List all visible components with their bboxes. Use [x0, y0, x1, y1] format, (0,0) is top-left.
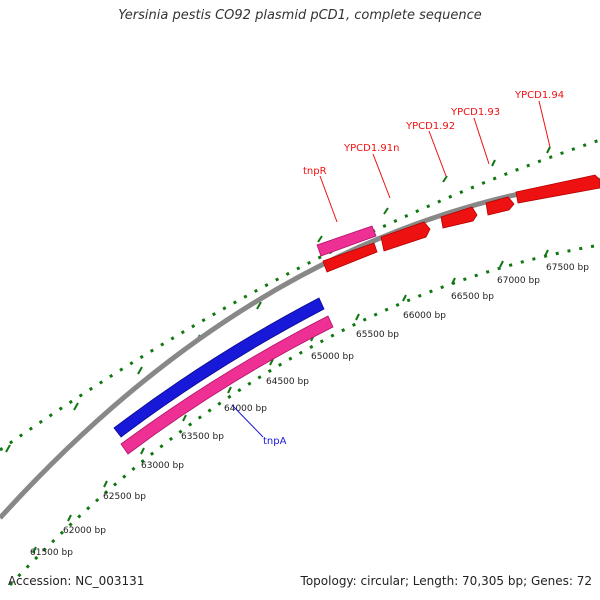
feature-ypcd1-94-arrow[interactable] [515, 174, 600, 204]
plasmid-backbone [0, 177, 600, 520]
bp-label: 66000 bp [403, 311, 446, 321]
genome-summary: Topology: circular; Length: 70,305 bp; G… [300, 574, 592, 588]
bp-label: 62500 bp [103, 492, 146, 502]
bp-label: 67500 bp [546, 263, 589, 273]
inner-major-ticks [32, 249, 549, 554]
label-line-ypcd1-93 [473, 117, 490, 165]
gene-label-ypcd1-92: YPCD1.92 [405, 121, 455, 132]
gene-label-tnpR: tnpR [303, 166, 327, 177]
label-line-tnpR [319, 175, 338, 223]
feature-ypcd1-92-arrow[interactable] [440, 206, 478, 229]
feature-blue-arrow[interactable] [113, 297, 325, 438]
gene-label-tnpA: tnpA [263, 436, 287, 447]
feature-ypcd1-93-arrow[interactable] [485, 196, 515, 216]
bp-label: 63000 bp [141, 461, 184, 471]
bp-label: 64500 bp [266, 377, 309, 387]
label-line-ypcd1-92 [428, 130, 447, 177]
gene-label-ypcd1-93: YPCD1.93 [450, 107, 500, 118]
gene-label-ypcd1-91n: YPCD1.91n [343, 143, 399, 154]
feature-tnpA-arrow[interactable] [120, 315, 334, 455]
bp-label: 66500 bp [451, 292, 494, 302]
bp-label: 67000 bp [497, 276, 540, 286]
bp-label: 65000 bp [311, 352, 354, 362]
feature-ypcd1-91n-arrow[interactable] [380, 221, 431, 252]
feature-tnpR-arrow[interactable] [316, 225, 377, 257]
bp-label: 61500 bp [30, 548, 73, 558]
bp-label: 63500 bp [181, 432, 224, 442]
label-line-tnpA [231, 404, 264, 438]
label-line-ypcd1-91n [372, 153, 391, 199]
label-line-ypcd1-94 [538, 100, 551, 148]
inner-tick-ring [8, 243, 600, 587]
gene-label-ypcd1-94: YPCD1.94 [514, 90, 564, 101]
feature-ypcd1-91-arrow[interactable] [322, 242, 378, 273]
accession-label: Accession: NC_003131 [8, 574, 145, 588]
bp-label: 64000 bp [224, 404, 267, 414]
bp-label: 62000 bp [63, 526, 106, 536]
map-title: Yersinia pestis CO92 plasmid pCD1, compl… [118, 8, 482, 23]
bp-label: 65500 bp [356, 330, 399, 340]
outer-tick-ring [0, 138, 600, 452]
